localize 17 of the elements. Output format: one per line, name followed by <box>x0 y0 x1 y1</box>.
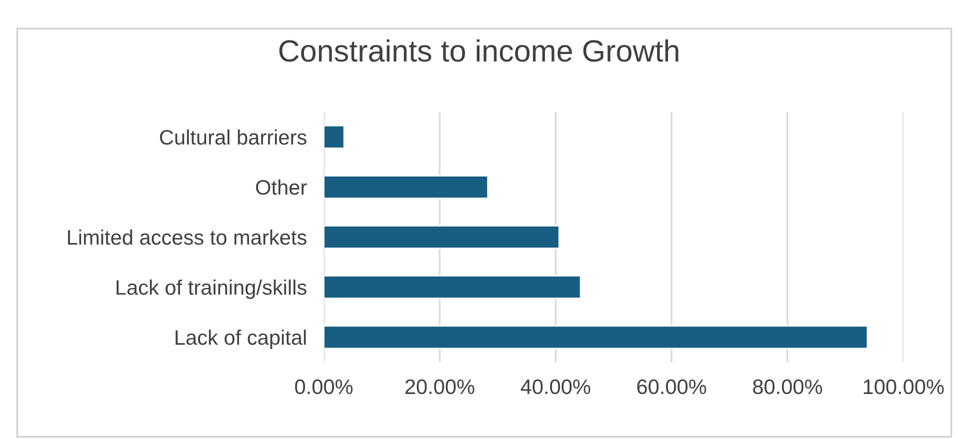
x-tick-label: 20.00% <box>405 379 474 394</box>
y-tick-label: Limited access to markets <box>68 230 306 245</box>
x-tick-label: 60.00% <box>637 379 706 394</box>
x-tick-label: 80.00% <box>753 379 822 394</box>
x-tick-label: 40.00% <box>520 379 590 394</box>
y-tick-label: Other <box>256 179 307 195</box>
bar <box>324 225 560 250</box>
x-tick-label: 100.00% <box>864 379 944 394</box>
y-tick-label: Lack of capital <box>176 330 306 350</box>
bar <box>324 175 489 199</box>
bar <box>324 275 582 300</box>
y-tick-label: Lack of training/skills <box>116 280 306 299</box>
bar <box>324 325 868 350</box>
x-tick-label: 0.00% <box>295 379 353 394</box>
bar <box>324 125 345 149</box>
chart-title: Constraints to income Growth <box>279 39 678 62</box>
y-tick-label: Cultural barriers <box>160 129 306 145</box>
